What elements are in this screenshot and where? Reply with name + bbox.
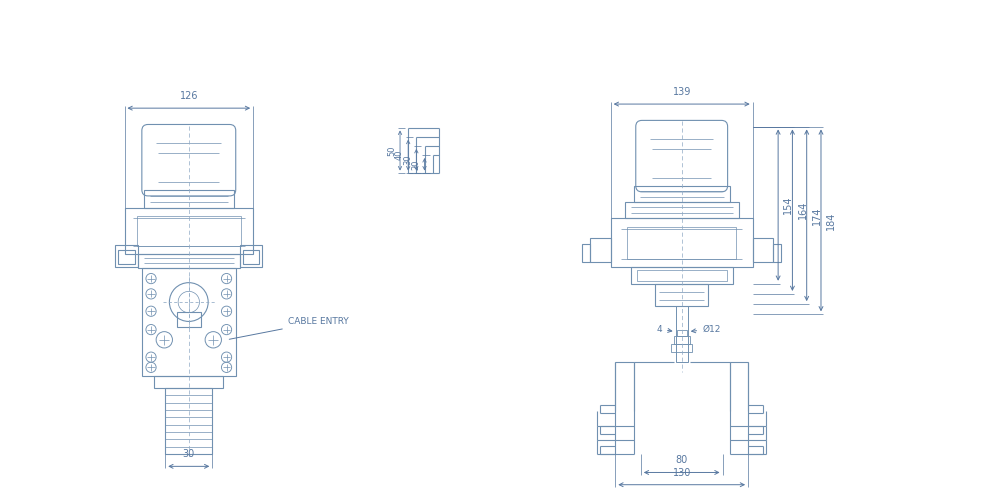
Bar [630,268,733,283]
Bar [627,226,736,259]
Text: 174: 174 [812,206,822,225]
Text: 139: 139 [672,87,691,97]
Bar [636,270,727,280]
Bar [753,238,773,262]
Text: 4: 4 [656,324,671,334]
Bar [583,244,591,262]
Bar [137,254,240,268]
Text: 40: 40 [395,150,404,160]
Bar [624,202,739,218]
Bar [655,284,708,306]
Text: 164: 164 [798,201,808,220]
Bar [611,218,753,268]
Bar [136,216,241,246]
Bar [143,190,234,208]
Bar [633,186,730,202]
Bar [591,238,611,262]
Bar [124,208,253,254]
Text: 20: 20 [411,159,420,170]
Text: 154: 154 [783,196,793,214]
Text: CABLE ENTRY: CABLE ENTRY [229,318,349,340]
Bar [676,330,687,336]
Bar [141,268,236,376]
Text: 126: 126 [179,91,198,101]
Text: 30: 30 [182,449,195,459]
Text: 130: 130 [672,468,691,477]
Bar [240,245,262,268]
Text: 80: 80 [675,456,688,466]
Bar [154,376,223,388]
Bar [675,306,688,362]
Bar [773,244,781,262]
Text: 30: 30 [403,154,412,165]
Text: 50: 50 [387,146,396,156]
Text: Ø12: Ø12 [691,324,720,334]
Bar [165,388,212,454]
Bar [673,336,690,344]
Bar [119,250,134,264]
Bar [176,312,201,326]
Bar [116,245,137,268]
Bar [243,250,259,264]
Bar [671,344,692,352]
Text: 184: 184 [826,211,836,230]
